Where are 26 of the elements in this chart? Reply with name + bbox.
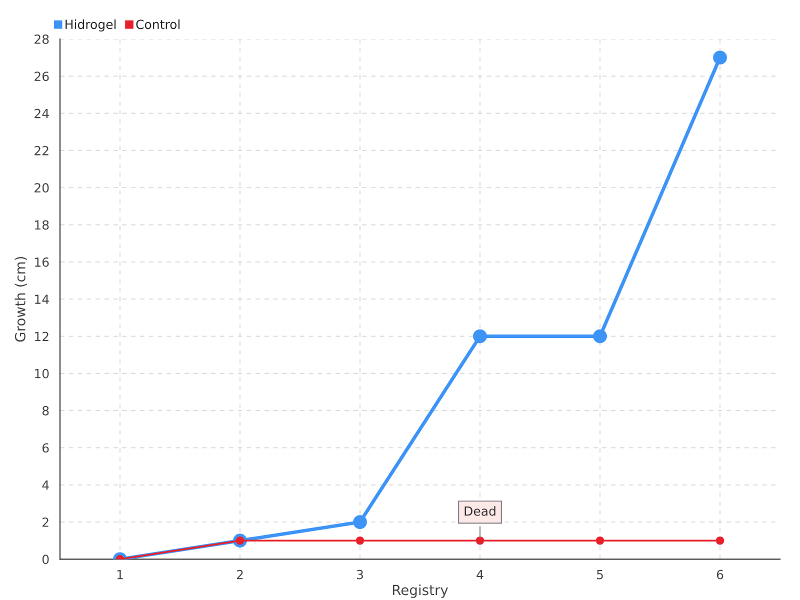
y-tick-label: 26 [34,72,49,82]
x-tick-label: 2 [236,570,243,580]
x-tick-label: 1 [117,570,123,580]
y-tick-label: 12 [35,332,48,342]
x-axis-title: Registry [392,584,448,598]
legend-label: Control [136,19,180,30]
annotation: Dead [464,506,496,516]
y-tick-label: 0 [42,554,49,564]
y-tick-label: 24 [34,108,49,118]
y-tick-label: 10 [35,368,49,378]
x-tick-label: 4 [476,570,484,580]
y-tick-label: 22 [34,146,48,156]
legend-label: Hidrogel [66,19,116,32]
y-tick-label: 14 [35,294,49,304]
x-tick-label: 5 [596,570,603,580]
x-tick-label: 6 [716,570,724,580]
y-tick-label: 18 [35,220,49,230]
y-tick-label: 20 [34,183,49,193]
y-tick-label: 6 [42,443,49,453]
y-tick-label: 8 [42,406,49,416]
y-tick-label: 4 [42,480,49,490]
y-axis-title: Growth (cm) [14,256,28,342]
y-tick-label: 28 [34,34,49,44]
y-tick-label: 2 [42,518,48,527]
y-tick-label: 16 [35,257,49,267]
x-tick-label: 3 [356,570,363,580]
